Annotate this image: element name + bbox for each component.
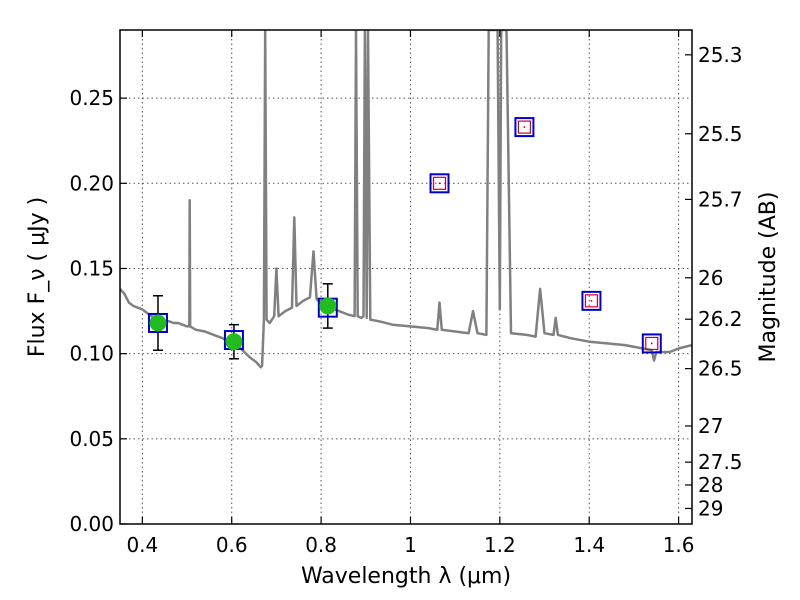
tick-labels: 0.4 0.6 0.8 1 1.2 1.4 1.6 0.00 0.05 0.10 0.15 0.20 0… [69,43,742,557]
y2-tick-label: 26.5 [698,357,743,381]
y-tick-label: 0.15 [69,256,114,280]
y-tick-label: 0.10 [69,342,114,366]
model-photometry-box [641,333,662,354]
y-tick-label: 0.05 [69,427,114,451]
upper-limit-dot [438,182,441,185]
plot-frame [119,29,693,525]
y2-axis-label-text: Magnitude (AB) [756,192,781,363]
y-tick-label: 0.20 [69,171,114,195]
x-tick-label: 0.8 [305,533,337,557]
x-tick-label: 1.6 [663,533,695,557]
model-spectrum-line [120,30,692,369]
tick-marks [120,30,692,525]
y2-tick-label: 27 [698,414,723,438]
y2-tick-label: 26 [698,266,723,290]
upper-limit-dot [590,300,593,302]
model-photometry-box [429,173,450,194]
observed-flux-point [319,297,337,315]
x-tick-label: 0.6 [216,533,248,557]
x-axis-label: Wavelength λ (μm) [301,564,511,589]
spectrum-layer [120,30,692,369]
upper-limit-marker [517,120,532,134]
y2-tick-label: 28 [698,473,723,497]
model-photometry-box [147,312,168,333]
x-tick-label: 1.2 [484,533,516,557]
y2-tick-label: 25.5 [698,122,743,146]
x-tick-label: 1 [404,533,417,557]
y-tick-label: 0.00 [69,512,114,536]
x-axis-label-text: Wavelength λ (μm) [301,564,511,589]
points-layer [147,117,662,360]
upper-limit-dot [650,342,653,345]
upper-limit-dot [523,126,526,128]
y-axis-label-text: Flux F_ν ( μJy ) [25,197,50,357]
y2-tick-label: 25.7 [698,187,743,211]
y-axis-label: Flux F_ν ( μJy ) [25,197,50,357]
upper-limit-marker [432,176,447,190]
upper-limit-marker [645,336,659,351]
y2-tick-label: 26.2 [698,307,743,331]
y-tick-label: 0.25 [69,86,114,110]
y2-tick-label: 27.5 [698,450,743,474]
x-tick-label: 0.4 [126,533,158,557]
observed-flux-point [225,333,243,351]
y2-tick-label: 29 [698,496,723,520]
observed-flux-point [149,314,167,332]
y2-axis-label: Magnitude (AB) [756,192,781,363]
x-tick-label: 1.4 [573,533,605,557]
grid-lines [120,30,692,524]
upper-limit-marker [584,294,599,308]
y2-tick-label: 25.3 [698,43,743,67]
model-photometry-box [514,117,535,138]
model-photometry-box [581,290,602,311]
